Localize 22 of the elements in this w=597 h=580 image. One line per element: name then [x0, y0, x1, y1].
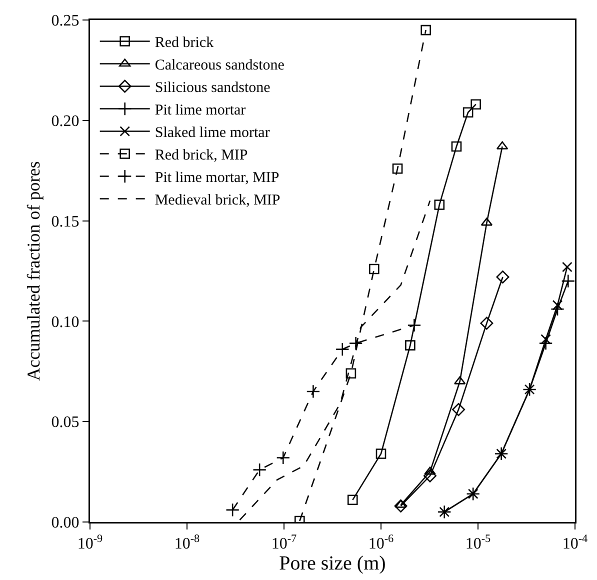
y-axis-title: Accumulated fraction of pores [24, 161, 44, 381]
y-tick-label: 0.25 [51, 12, 80, 30]
y-tick-label: 0.05 [51, 414, 80, 432]
x-tick-label: 10$^{-4}$ [562, 532, 588, 553]
x-tick-label: 10$^{-6}$ [368, 532, 394, 553]
x-axis-title: Pore size (m) [279, 552, 386, 575]
legend-label: Silicious sandstone [154, 80, 271, 96]
y-tick-label: 0.20 [51, 113, 80, 130]
y-tick-label: 0.00 [51, 514, 80, 532]
legend-label: Red brick, MIP [154, 148, 248, 164]
x-tick-label: 10$^{-5}$ [465, 532, 492, 553]
x-tick-label: 10$^{-8}$ [174, 532, 200, 553]
legend-label: Slaked lime mortar [154, 125, 270, 142]
y-tick-label: 0.15 [51, 213, 80, 230]
legend-label: Red brick [154, 35, 214, 52]
legend-label: Medieval brick, MIP [154, 192, 280, 209]
legend-label: Calcareous sandstone [154, 58, 285, 74]
x-tick-label: 10$^{-7}$ [271, 532, 298, 553]
x-tick-label: 10$^{-9}$ [77, 532, 104, 553]
y-tick-label: 0.10 [51, 314, 80, 331]
legend-label: Pit lime mortar, MIP [154, 170, 280, 186]
legend-label: Pit lime mortar [154, 102, 246, 119]
